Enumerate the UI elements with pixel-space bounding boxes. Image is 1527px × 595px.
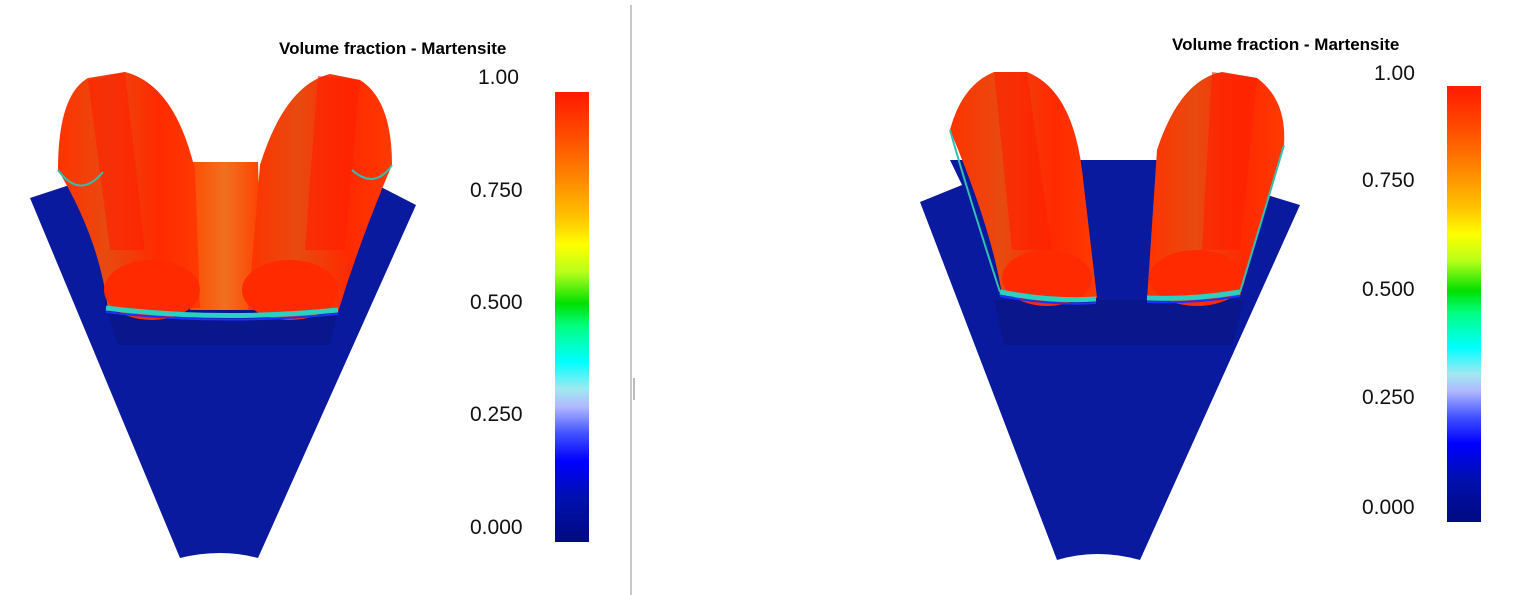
transition-band-left (999, 289, 1097, 303)
legend-title: Volume fraction - Martensite (279, 39, 507, 58)
legend-tick-3: 0.500 (1362, 278, 1415, 301)
legend-tick-2: 0.750 (1362, 169, 1415, 192)
transition-band-right (1146, 289, 1241, 301)
legend-tick-4: 0.250 (1362, 386, 1415, 409)
legend-tick-5: 0.000 (1362, 496, 1415, 519)
left-panel: Volume fraction - Martensite 1.00 0.750 … (0, 0, 630, 595)
core-region (30, 172, 416, 558)
divider-handle[interactable] (633, 378, 635, 400)
core-shadow (994, 300, 1244, 345)
panel-divider (630, 5, 632, 595)
legend-colorbar (1447, 86, 1481, 522)
right-panel: Volume fraction - Martensite 1.00 0.750 … (632, 0, 1527, 595)
legend-colorbar (555, 92, 589, 542)
legend-tick-3: 0.500 (470, 291, 523, 314)
center-root-surface (188, 162, 262, 310)
right-gear-tooth-model (920, 72, 1300, 560)
legend-tick-2: 0.750 (470, 179, 523, 202)
legend-tick-1: 1.00 (478, 66, 519, 89)
legend-title: Volume fraction - Martensite (1172, 35, 1400, 54)
legend-tick-5: 0.000 (470, 516, 523, 539)
transition-band (105, 305, 339, 319)
left-gear-tooth-model (30, 72, 416, 558)
legend-tick-4: 0.250 (470, 403, 523, 426)
legend-tick-1: 1.00 (1374, 62, 1415, 85)
